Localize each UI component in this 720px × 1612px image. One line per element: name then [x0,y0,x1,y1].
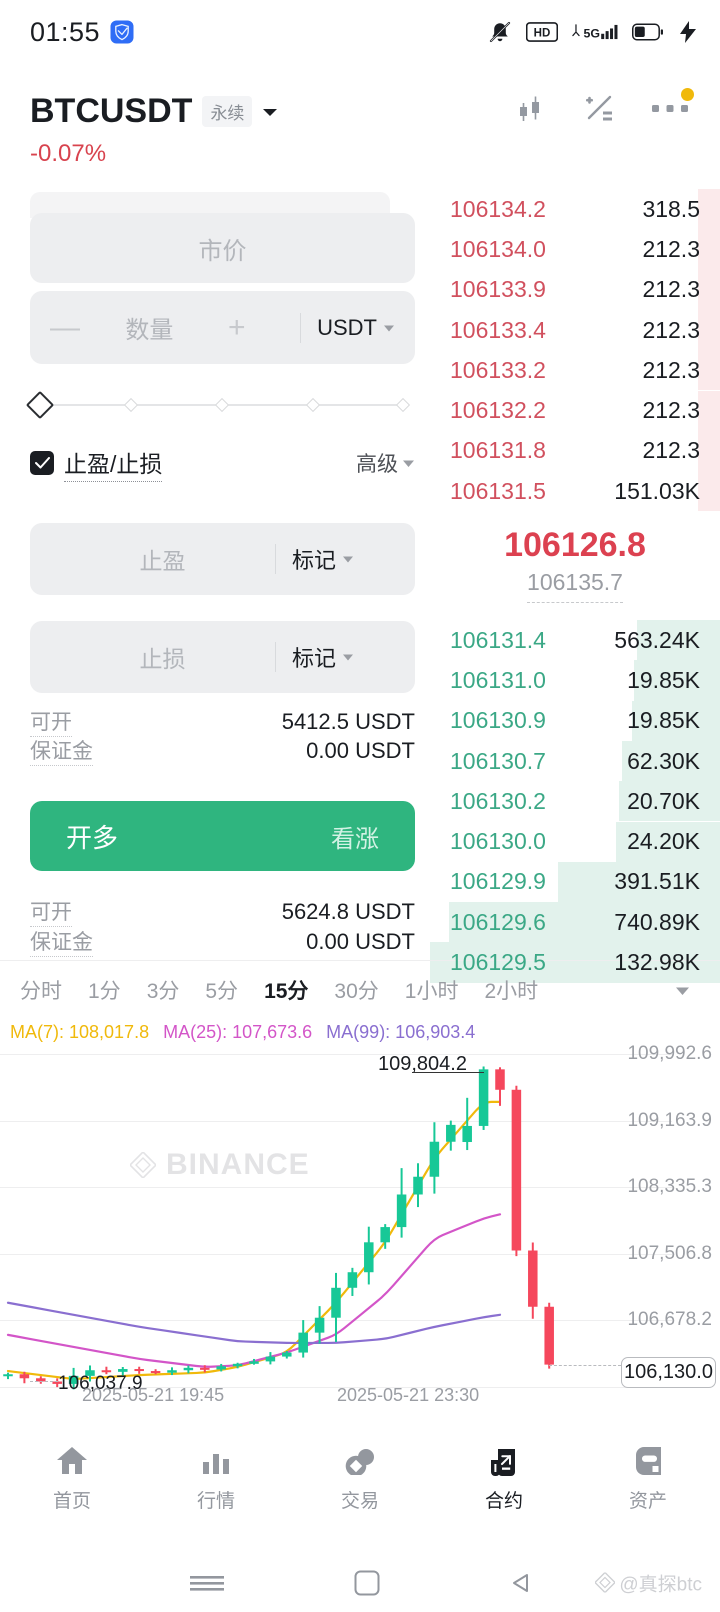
svg-text:HD: HD [534,27,551,39]
svg-text:5G: 5G [584,26,601,40]
